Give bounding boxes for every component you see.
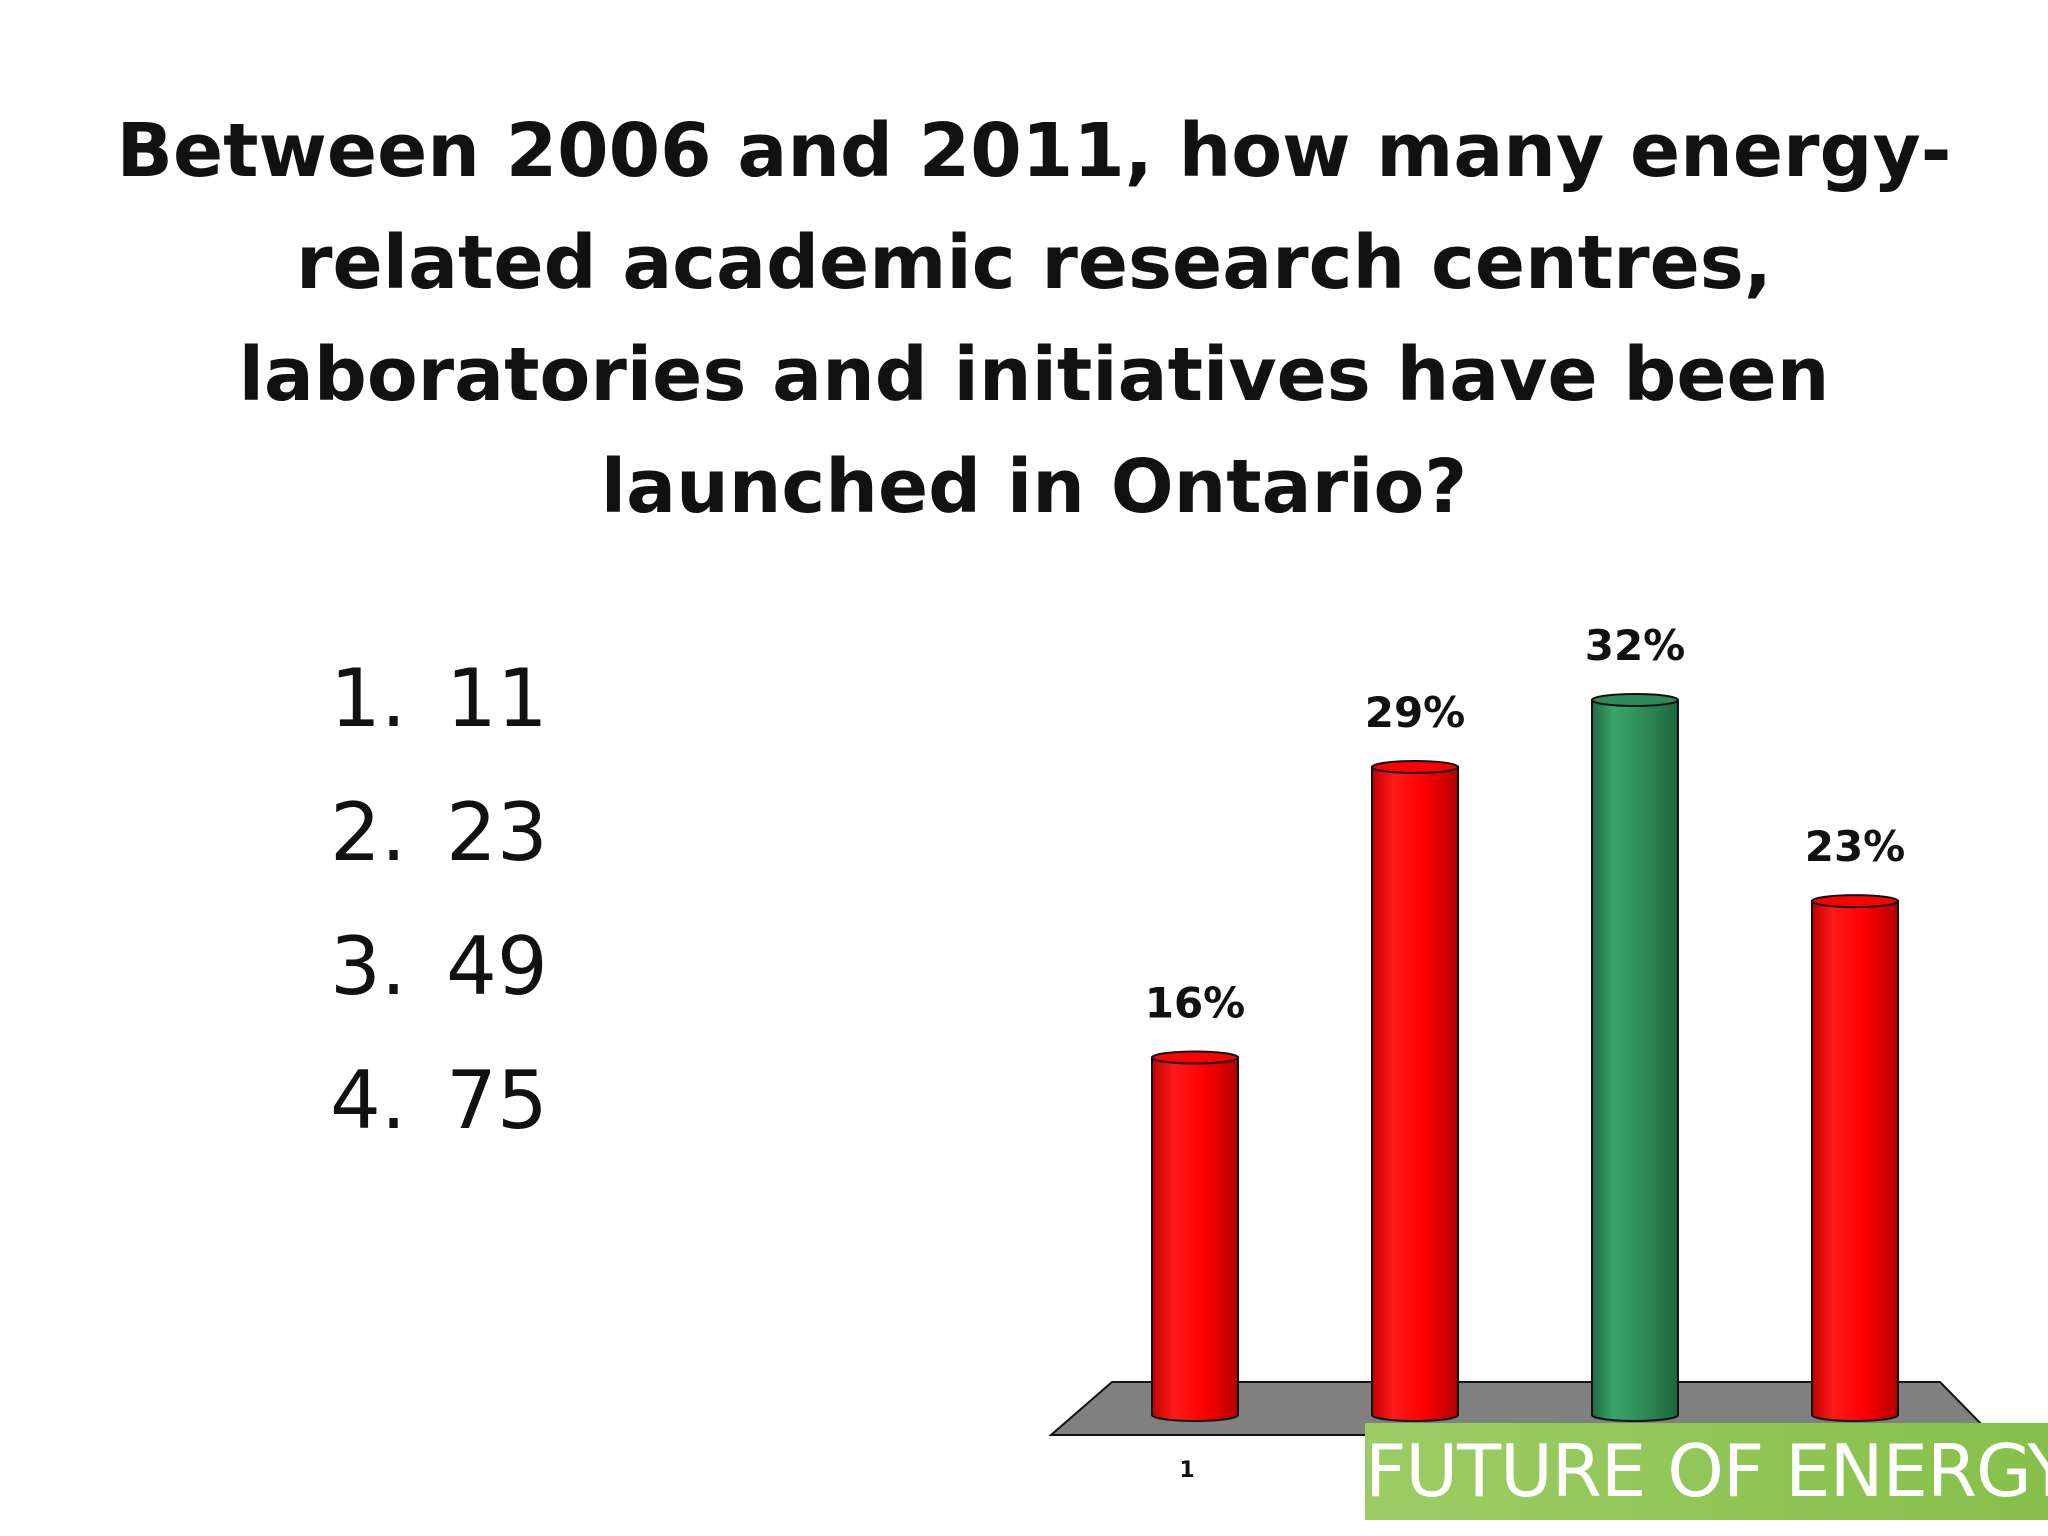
x-tick-label-1: 1: [1179, 1458, 1194, 1483]
answer-options: 1. 11 2. 23 3. 49 4. 75: [330, 632, 548, 1168]
bar-top: [1371, 760, 1459, 775]
bar-3: [1591, 693, 1679, 1422]
future-of-energy-banner: FUTURE OF ENERGY: [1365, 1423, 2048, 1520]
bar-top: [1151, 1050, 1239, 1065]
bar-body: [1151, 1056, 1239, 1422]
answer-option-1: 1. 11: [330, 632, 548, 766]
option-value: 75: [446, 1054, 548, 1147]
option-number: 2.: [330, 786, 407, 879]
bar-body: [1371, 766, 1459, 1422]
data-label-2: 29%: [1365, 688, 1466, 737]
answer-option-4: 4. 75: [330, 1034, 548, 1168]
option-value: 23: [446, 786, 548, 879]
bar-top: [1811, 894, 1899, 909]
data-label-4: 23%: [1805, 822, 1906, 871]
data-label-3: 32%: [1585, 621, 1686, 670]
bar-1: [1151, 1050, 1239, 1422]
answer-option-3: 3. 49: [330, 900, 548, 1034]
bar-4: [1811, 894, 1899, 1422]
option-value: 49: [446, 920, 548, 1013]
question-title: Between 2006 and 2011, how many energy-r…: [116, 108, 1952, 530]
results-bar-chart: 16%129%232%323%4: [1048, 621, 1995, 1483]
bar-2: [1371, 760, 1459, 1422]
option-number: 4.: [330, 1054, 407, 1147]
data-label-1: 16%: [1145, 979, 1246, 1028]
bar-top: [1591, 693, 1679, 707]
bar-body: [1591, 699, 1679, 1422]
option-number: 3.: [330, 920, 407, 1013]
bar-body: [1811, 900, 1899, 1422]
answer-option-2: 2. 23: [330, 766, 548, 900]
option-value: 11: [446, 652, 548, 745]
option-number: 1.: [330, 652, 407, 745]
